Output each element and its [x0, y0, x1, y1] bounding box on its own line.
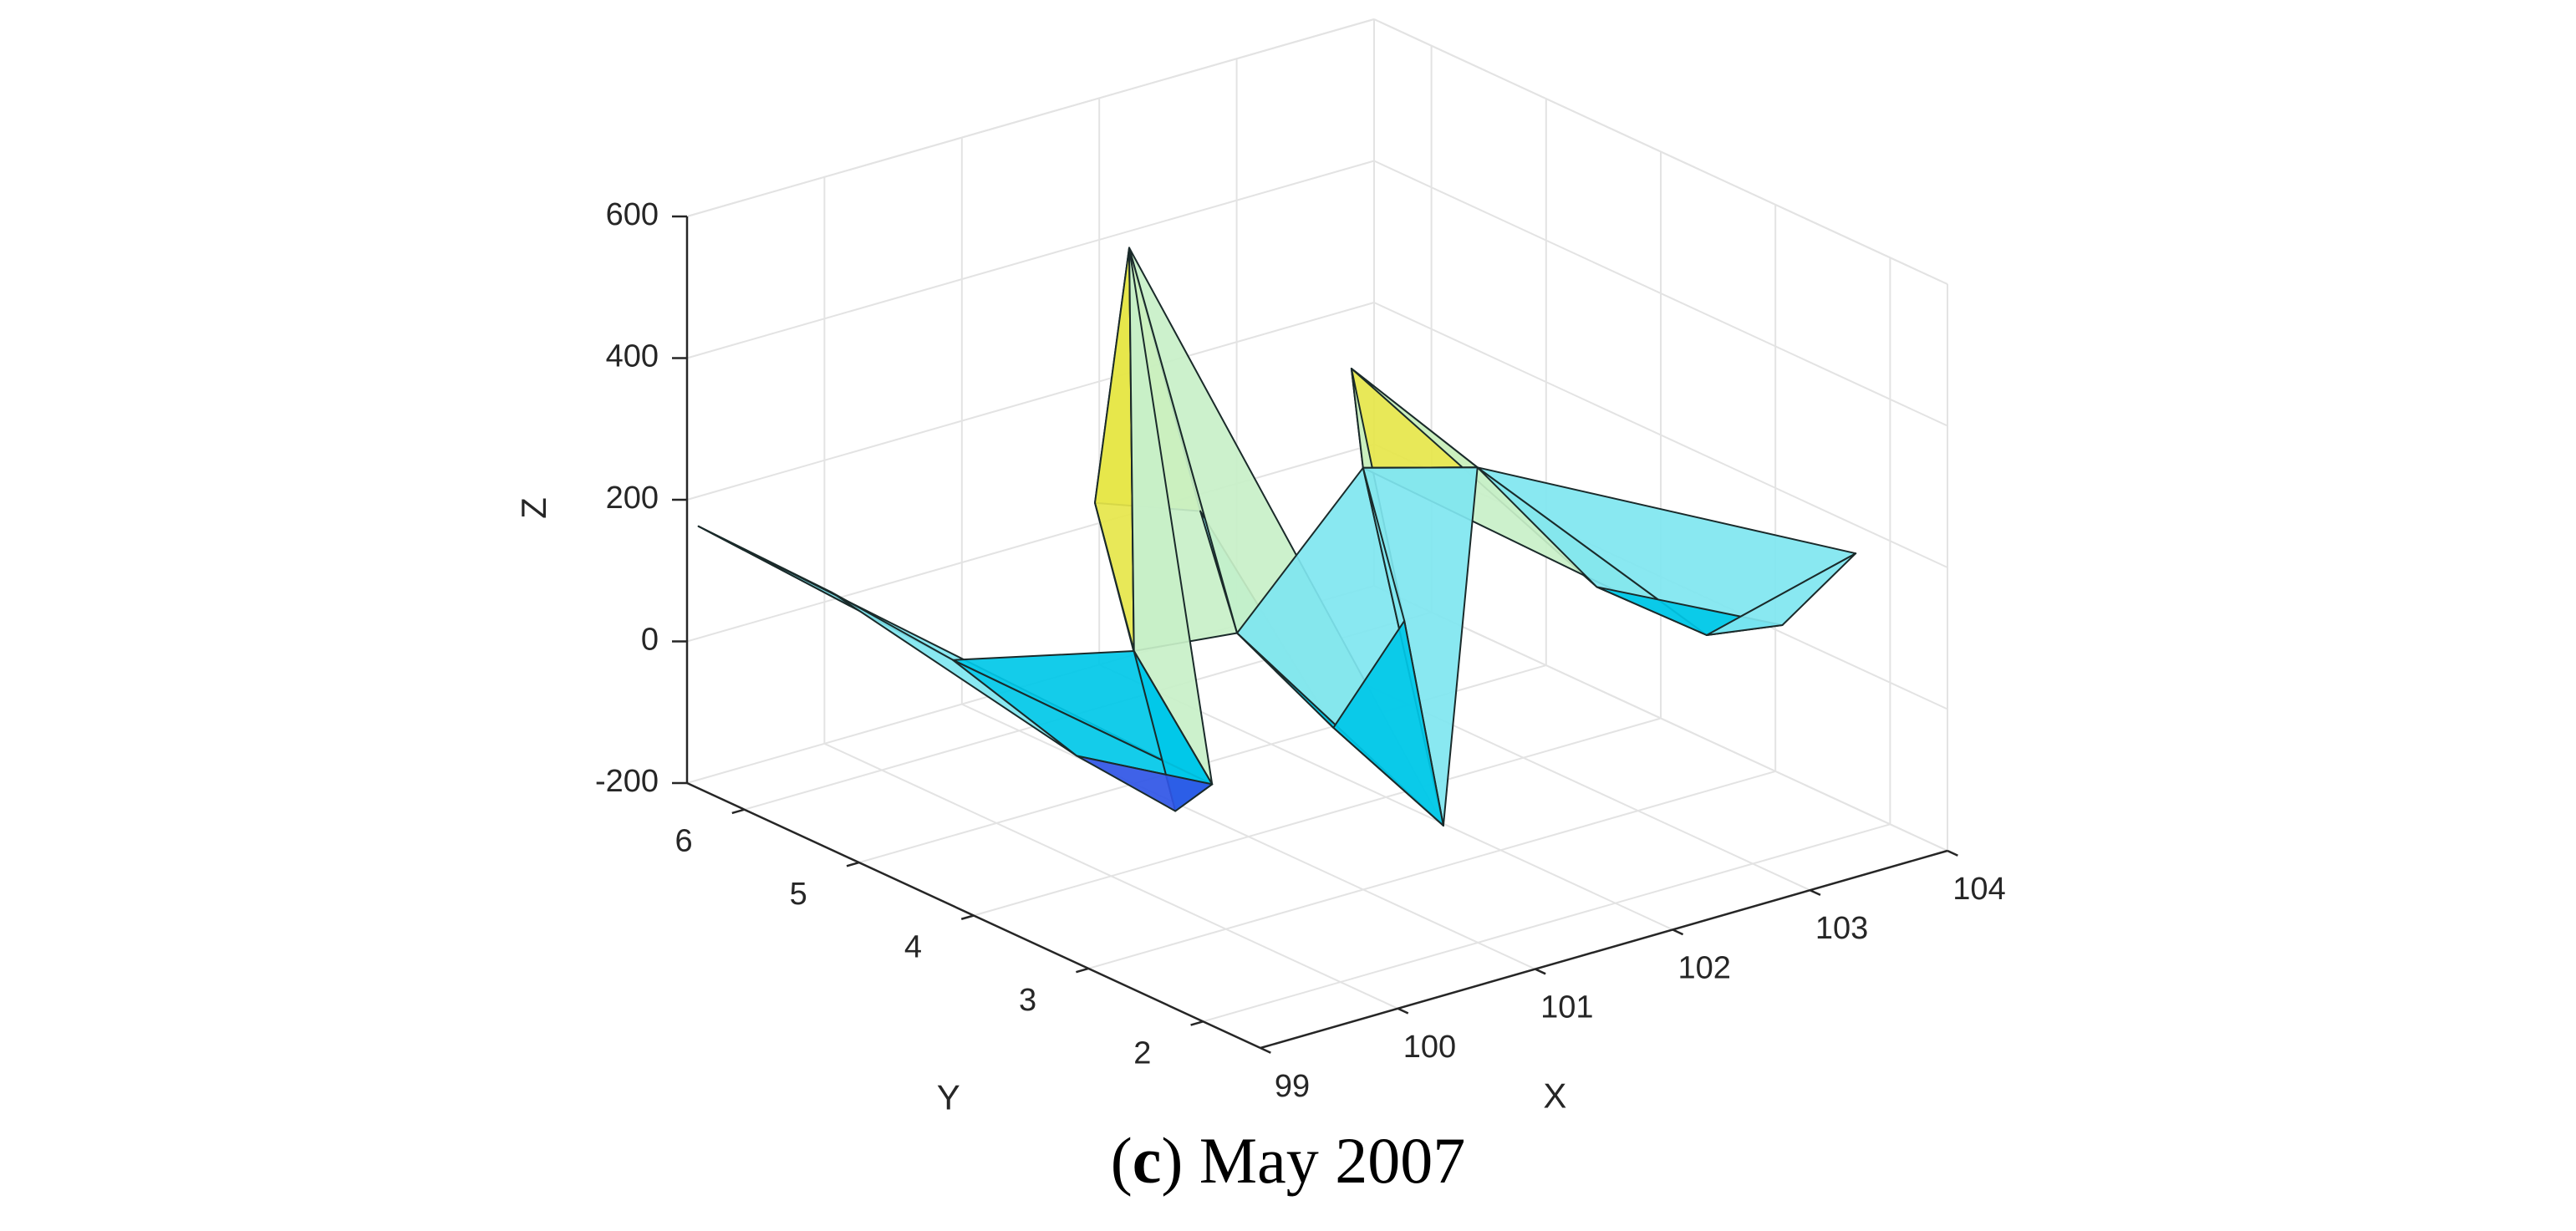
caption-text: May 2007: [1183, 1124, 1466, 1197]
z-axis-title: Z: [514, 497, 553, 519]
y-tick: [731, 808, 745, 815]
y-tick-label: 5: [790, 877, 807, 912]
side-wall-grid-line: [1373, 160, 1948, 427]
figure-caption: (c) May 2007: [0, 1128, 2576, 1193]
y-tick-label: 6: [675, 824, 692, 859]
x-tick-label: 102: [1677, 950, 1730, 985]
x-tick-label: 100: [1403, 1030, 1456, 1065]
axes: [672, 215, 1958, 1054]
tick-labels: -200 0 200 400 600 2 3 4 5 6 99 100 101 102 103 104 Z Y X: [514, 197, 2006, 1117]
x-tick-label: 101: [1540, 990, 1593, 1025]
z-tick-label: -200: [595, 764, 659, 799]
z-tick-label: 600: [606, 197, 659, 232]
surface-facet: [1706, 552, 1857, 636]
y-tick-label: 4: [904, 930, 922, 965]
surface-facet: [1332, 619, 1444, 827]
y-tick: [1076, 967, 1089, 974]
x-axis-line: [1260, 849, 1948, 1050]
box-edge: [1373, 18, 1948, 285]
x-tick: [1672, 928, 1684, 936]
floor-grid-line: [973, 717, 1662, 917]
x-tick: [1260, 1046, 1271, 1054]
back-wall-grid-line: [686, 160, 1375, 359]
y-tick-label: 3: [1019, 983, 1036, 1018]
y-tick: [846, 861, 860, 867]
x-tick: [1947, 849, 1958, 857]
y-tick: [960, 914, 975, 920]
z-tick-label: 400: [606, 339, 659, 374]
z-tick-label: 0: [641, 623, 659, 658]
z-tick-label: 200: [606, 481, 659, 516]
floor-grid-line: [1203, 823, 1891, 1023]
back-wall-grid-line: [686, 443, 1375, 643]
floor-grid-line: [1087, 770, 1776, 969]
surface-mesh: [697, 247, 1857, 827]
side-wall-grid-line: [1373, 585, 1948, 852]
box-edge: [686, 18, 1375, 217]
caption-close-paren: ): [1161, 1124, 1184, 1197]
back-wall-grid-line: [686, 302, 1375, 501]
y-tick-label: 2: [1133, 1035, 1151, 1071]
surface-facet: [1094, 247, 1135, 652]
caption-letter: c: [1132, 1124, 1162, 1197]
x-tick-label: 103: [1815, 911, 1868, 946]
y-axis-title: Y: [937, 1077, 960, 1117]
y-tick: [1190, 1020, 1204, 1026]
x-tick: [1535, 968, 1546, 975]
x-tick: [1810, 889, 1821, 897]
caption-open-paren: (: [1110, 1124, 1133, 1197]
x-tick-label: 99: [1275, 1069, 1310, 1104]
x-tick-label: 104: [1952, 872, 2005, 907]
surface-facet: [1076, 755, 1214, 812]
side-wall-grid-line: [1373, 302, 1948, 568]
x-axis-title: X: [1543, 1076, 1566, 1115]
x-tick: [1397, 1007, 1409, 1015]
